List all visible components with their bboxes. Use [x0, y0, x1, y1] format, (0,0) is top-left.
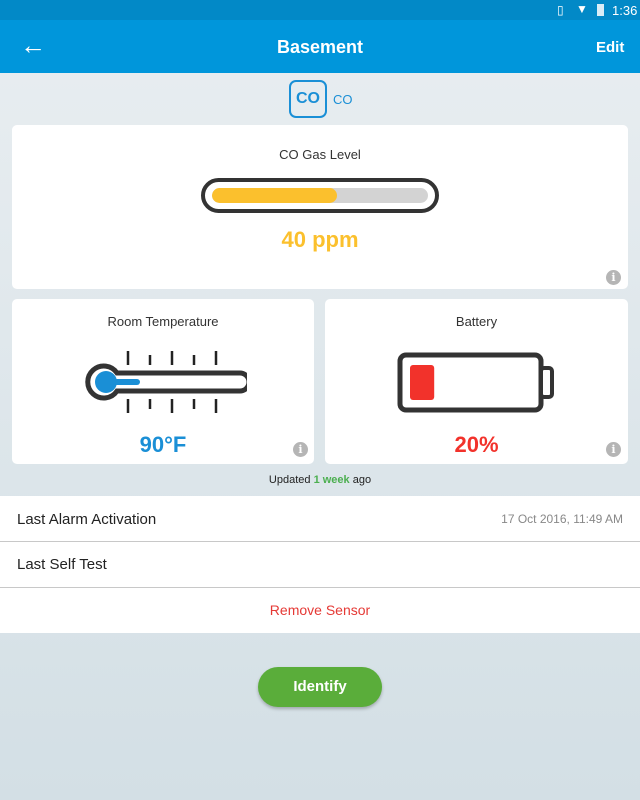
battery-icon [397, 352, 554, 413]
sensor-type-badge: CO [289, 80, 327, 118]
arrow-left-icon: ← [20, 30, 46, 60]
back-button[interactable]: ← [20, 30, 46, 60]
battery-level-fill [410, 365, 435, 400]
gas-level-value: 40 ppm [281, 227, 359, 252]
identify-button[interactable]: Identify [258, 667, 382, 707]
battery-charging-icon [597, 4, 604, 16]
updated-highlight: 1 week [313, 474, 350, 486]
temperature-label: Room Temperature [107, 314, 219, 329]
temperature-value: 90°F [139, 432, 187, 457]
info-icon[interactable]: i [293, 442, 308, 457]
battery-value: 20% [454, 432, 499, 457]
status-bar: ▯ ▼ 1:36 [0, 0, 640, 20]
gas-level-card: CO Gas Level 40 ppm i [12, 125, 628, 289]
info-icon[interactable]: i [606, 442, 621, 457]
gas-level-label: CO Gas Level [279, 147, 361, 162]
last-self-test-label: Last Self Test [17, 556, 107, 573]
updated-suffix: ago [352, 474, 372, 486]
gas-level-bar [201, 178, 439, 213]
battery-label: Battery [455, 314, 498, 329]
battery-card: Battery 20% i [325, 299, 628, 464]
last-alarm-row[interactable]: Last Alarm Activation 17 Oct 2016, 11:49… [0, 496, 640, 542]
vibrate-icon: ▯ [557, 3, 564, 17]
sensor-type-label: CO [333, 92, 353, 107]
gas-level-fill [212, 188, 338, 203]
edit-button[interactable]: Edit [596, 39, 625, 56]
app-bar: ← Basement Edit [0, 20, 640, 73]
remove-sensor-button[interactable]: Remove Sensor [0, 588, 640, 633]
updated-prefix: Updated [268, 474, 311, 486]
page-title: Basement [276, 37, 364, 57]
temperature-card: Room Temperature 90°F i [12, 299, 314, 464]
last-alarm-value: 17 Oct 2016, 11:49 AM [501, 512, 623, 526]
info-icon[interactable]: i [606, 270, 621, 285]
thermometer-icon [85, 351, 247, 413]
last-self-test-row[interactable]: Last Self Test [0, 542, 640, 588]
last-alarm-label: Last Alarm Activation [17, 511, 157, 528]
updated-text: Updated 1 week ago [0, 474, 640, 486]
clock: 1:36 [612, 3, 638, 18]
wifi-icon: ▼ [576, 2, 588, 16]
